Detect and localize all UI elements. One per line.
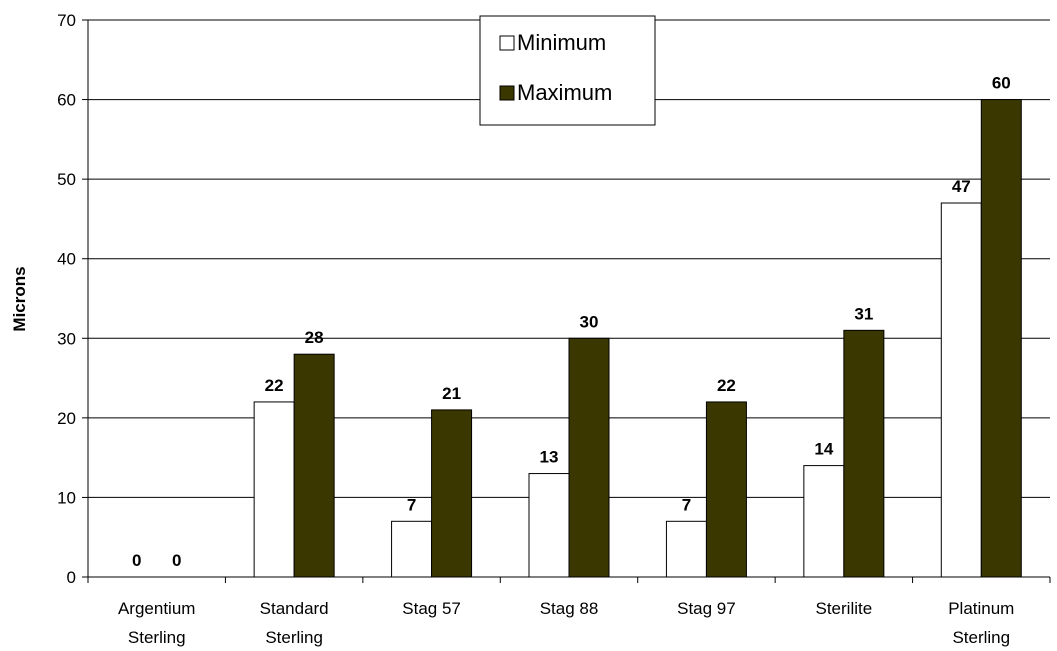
y-tick-label: 60 [57,91,76,110]
data-label-maximum: 28 [305,328,324,347]
y-tick-label: 30 [57,329,76,348]
bar-maximum [293,353,335,578]
y-tick-label: 0 [67,568,76,587]
legend-label-minimum: Minimum [517,30,606,55]
data-label-minimum: 47 [952,177,971,196]
bars [253,99,1022,578]
y-tick-label: 10 [57,488,76,507]
bar-maximum [705,401,747,578]
data-label-minimum: 7 [682,495,691,514]
x-category-label: Platinum [948,599,1014,618]
y-axis-label: Microns [10,266,29,331]
data-label-minimum: 0 [132,551,141,570]
x-category-label: Sterling [952,628,1010,647]
data-label-minimum: 22 [265,376,284,395]
x-category-label: Sterilite [816,599,873,618]
x-category-label: Sterling [265,628,323,647]
y-tick-label: 40 [57,250,76,269]
bar-minimum [940,202,982,578]
y-tick-label: 20 [57,409,76,428]
data-labels: 0 0 22 28 7 21 13 30 7 22 14 31 47 60 [132,74,1011,570]
x-category-label: Stag 88 [540,599,599,618]
data-label-minimum: 13 [540,448,559,467]
data-label-maximum: 22 [717,376,736,395]
data-label-maximum: 21 [442,384,461,403]
bar-minimum [803,465,845,578]
data-label-maximum: 0 [172,551,181,570]
data-label-minimum: 14 [814,440,833,459]
x-category-label: Standard [260,599,329,618]
data-label-maximum: 30 [580,312,599,331]
bar-maximum [843,329,885,578]
bar-maximum [980,99,1022,578]
x-category-label: Argentium [118,599,195,618]
y-tick-label: 70 [57,11,76,30]
bar-minimum [528,473,570,578]
data-label-minimum: 7 [407,495,416,514]
data-label-maximum: 31 [854,304,873,323]
legend-swatch-minimum [499,35,515,51]
y-tick-label: 50 [57,170,76,189]
bar-minimum [665,520,707,578]
legend-box [479,15,656,126]
legend-swatch-maximum [499,85,515,101]
bar-minimum [391,520,433,578]
data-label-maximum: 60 [992,74,1011,93]
legend: Minimum Maximum [479,15,656,126]
x-category-label: Stag 97 [677,599,736,618]
legend-label-maximum: Maximum [517,80,612,105]
bar-minimum [253,401,295,578]
axes: 010203040506070ArgentiumSterlingStandard… [57,11,1051,647]
x-category-label: Sterling [128,628,186,647]
bar-maximum [431,409,473,578]
x-category-label: Stag 57 [402,599,461,618]
bar-maximum [568,337,610,578]
